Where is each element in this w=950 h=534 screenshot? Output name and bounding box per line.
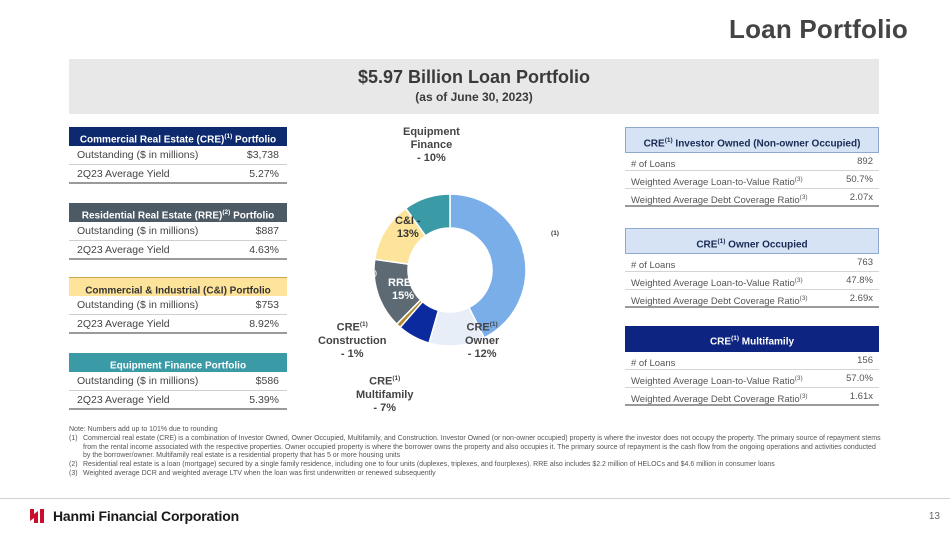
table-row: Weighted Average Debt Coverage Ratio(3) 1… — [625, 388, 879, 406]
slice-equipment-finance — [404, 193, 451, 237]
table-row: Weighted Average Loan-to-Value Ratio(3) 5… — [625, 171, 879, 189]
table-header: Residential Real Estate (RRE)(2) Portfol… — [69, 203, 287, 222]
table-row: Outstanding ($ in millions) $753 — [69, 296, 287, 315]
table-row: Weighted Average Debt Coverage Ratio(3) 2… — [625, 189, 879, 207]
table-row: # of Loans 892 — [625, 153, 879, 171]
footnote: (2) Residential real estate is a loan (mo… — [69, 461, 775, 469]
table-row: 2Q23 Average Yield 5.39% — [69, 391, 287, 410]
table-header: CRE(1) Multifamily — [625, 326, 879, 352]
table-row: 2Q23 Average Yield 8.92% — [69, 315, 287, 334]
table-header: Equipment Finance Portfolio — [69, 353, 287, 372]
banner-sub: (as of June 30, 2023) — [415, 90, 533, 104]
ci-portfolio-table: Commercial & Industrial (C&I) Portfolio … — [69, 277, 287, 334]
cre-multifamily-table: CRE(1) Multifamily # of Loans 156 Weighte… — [625, 326, 879, 406]
slice-cre-investor-owned — [449, 193, 527, 339]
footnotes: Note: Numbers add up to 101% due to roun… — [69, 426, 881, 479]
table-row: Weighted Average Debt Coverage Ratio(3) 2… — [625, 290, 879, 308]
table-row: Outstanding ($ in millions) $887 — [69, 222, 287, 241]
footnote: (1) Commercial real estate (CRE) is a com… — [69, 434, 881, 460]
table-header: CRE(1) Owner Occupied — [625, 228, 879, 254]
label-cre-investor-owned: CRE(1) Investor Owned - 43% — [522, 230, 565, 282]
company-logo: Hanmi Financial Corporation — [28, 507, 239, 525]
cre-investor-owned-table: CRE(1) Investor Owned (Non-owner Occupie… — [625, 127, 879, 207]
label-rre: RRE - (2) 15% — [369, 270, 418, 302]
footer-divider — [0, 498, 950, 499]
table-header: Commercial Real Estate (CRE)(1) Portfoli… — [69, 127, 287, 146]
page-number: 13 — [928, 511, 940, 522]
equipment-portfolio-table: Equipment Finance Portfolio Outstanding … — [69, 353, 287, 410]
rre-portfolio-table: Residential Real Estate (RRE)(2) Portfol… — [69, 203, 287, 260]
table-header: CRE(1) Investor Owned (Non-owner Occupie… — [625, 127, 879, 153]
table-row: Outstanding ($ in millions) $3,738 — [69, 146, 287, 165]
label-cre-construction: CRE(1) Construction - 1% — [318, 321, 387, 360]
page-title: Loan Portfolio — [729, 14, 908, 44]
banner-main: $5.97 Billion Loan Portfolio — [357, 67, 591, 87]
label-cre-multifamily: CRE(1) Multifamily - 7% — [356, 375, 414, 414]
label-equipment-finance: Equipment Finance - 10% — [403, 126, 460, 164]
label-ci: C&I -13% — [395, 215, 421, 240]
table-row: # of Loans 763 — [625, 254, 879, 272]
table-row: Outstanding ($ in millions) $586 — [69, 372, 287, 391]
table-row: 2Q23 Average Yield 5.27% — [69, 165, 287, 184]
hanmi-logo-icon — [30, 509, 44, 523]
label-cre-owner: CRE(1) Owner - 12% — [465, 321, 500, 360]
portfolio-banner: $5.97 Billion Loan Portfolio (as of June… — [69, 59, 879, 114]
table-row: Weighted Average Loan-to-Value Ratio(3) 4… — [625, 272, 879, 290]
table-row: # of Loans 156 — [625, 352, 879, 370]
loan-portfolio-donut-chart — [373, 193, 527, 347]
cre-portfolio-table: Commercial Real Estate (CRE)(1) Portfoli… — [69, 127, 287, 184]
footnote-intro: Note: Numbers add up to 101% due to roun… — [69, 426, 218, 433]
cre-owner-occupied-table: CRE(1) Owner Occupied # of Loans 763 Weig… — [625, 228, 879, 308]
footnote: (3) Weighted average DCR and weighted ave… — [69, 469, 436, 477]
company-name: Hanmi Financial Corporation — [53, 508, 239, 524]
table-row: Weighted Average Loan-to-Value Ratio(3) 5… — [625, 370, 879, 388]
table-header: Commercial & Industrial (C&I) Portfolio — [69, 277, 287, 296]
table-row: 2Q23 Average Yield 4.63% — [69, 241, 287, 260]
